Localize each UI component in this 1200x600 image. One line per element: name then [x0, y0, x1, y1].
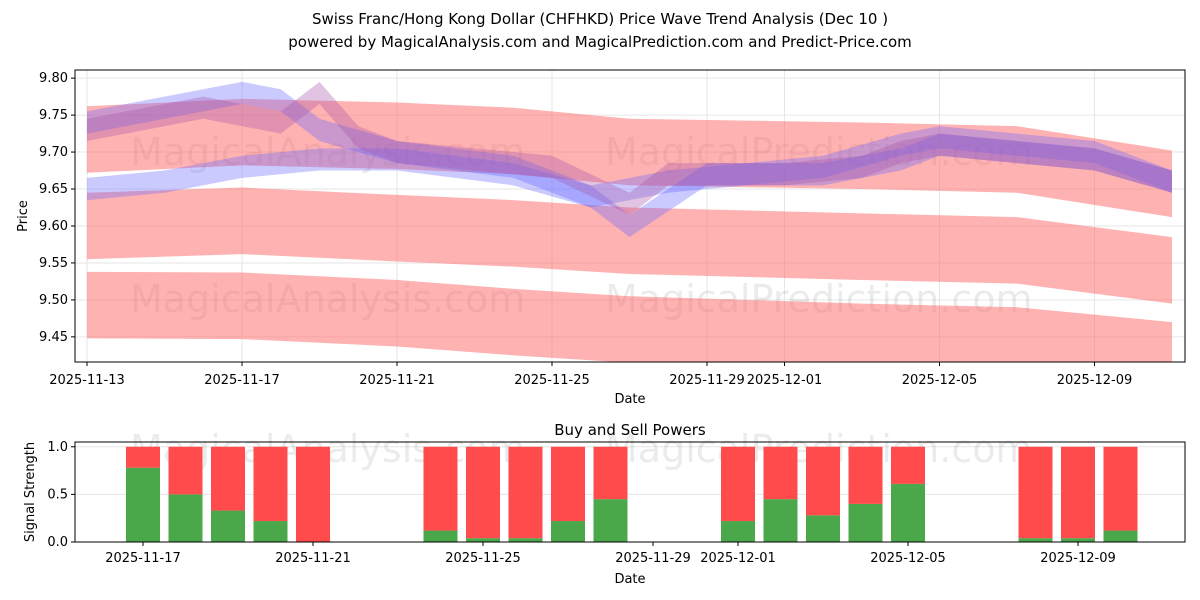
buy-bar — [1018, 538, 1053, 542]
y-tick-label: 9.80 — [39, 71, 68, 86]
x-tick-label: 2025-11-21 — [359, 373, 435, 388]
buy-bar — [763, 499, 798, 542]
signal-chart: 0.0 0.5 1.0 2025-11-17 2025-11-21 2025-11-25 2… — [23, 421, 1186, 587]
x-tick-label: 2025-11-25 — [514, 373, 590, 388]
buy-bar — [1103, 530, 1138, 542]
sell-bar — [168, 446, 203, 495]
x-tick-label: 2025-12-05 — [870, 551, 946, 566]
x-tick-label: 2025-11-17 — [105, 551, 181, 566]
buy-bar — [466, 538, 500, 542]
buy-bar — [721, 521, 755, 542]
buy-bar — [806, 515, 840, 542]
purple-wave — [87, 81, 1172, 215]
sell-bar — [423, 446, 458, 531]
x-axis-label: Date — [614, 392, 645, 407]
y-tick-label: 0.5 — [47, 487, 68, 502]
y-axis-label: Signal Strength — [23, 442, 38, 542]
y-tick-label: 1.0 — [47, 440, 68, 455]
x-tick-label: 2025-11-17 — [204, 373, 280, 388]
x-tick-label: 2025-11-29 — [615, 551, 691, 566]
x-tick-label: 2025-11-25 — [445, 551, 521, 566]
y-tick-label: 9.50 — [39, 293, 68, 308]
buy-bar — [508, 538, 543, 542]
y-tick-label: 9.55 — [39, 256, 68, 271]
x-tick-label: 2025-11-29 — [669, 373, 745, 388]
blue-wave-1 — [87, 81, 1172, 208]
sell-bar — [1061, 446, 1095, 539]
buy-bar — [848, 503, 883, 542]
buy-bar — [211, 510, 245, 542]
sell-bar — [891, 446, 925, 484]
sell-bar — [763, 446, 798, 500]
sell-bar — [848, 446, 883, 504]
red-band-1 — [87, 98, 1172, 218]
x-tick-label: 2025-12-05 — [902, 373, 978, 388]
sell-bar — [126, 446, 160, 468]
sell-bar — [466, 446, 500, 539]
price-chart: 9.45 9.50 9.55 9.60 9.65 9.70 9.75 9.80 2025-11-… — [16, 69, 1186, 407]
sell-bar — [1103, 446, 1138, 531]
chart-title: Swiss Franc/Hong Kong Dollar (CHFHKD) Pr… — [312, 10, 888, 28]
sell-bar — [551, 446, 585, 522]
buy-bar — [168, 494, 203, 542]
x-axis-label: Date — [614, 572, 645, 587]
sell-bar — [253, 446, 288, 522]
sell-bar — [211, 446, 245, 511]
buy-bar — [423, 530, 458, 542]
chart-subtitle: powered by MagicalAnalysis.com and Magic… — [288, 33, 912, 51]
blue-wave-2 — [87, 133, 1172, 238]
sell-bar — [806, 446, 840, 516]
bottom-chart-title: Buy and Sell Powers — [554, 421, 706, 439]
sell-bar — [296, 446, 330, 542]
sell-bar — [1018, 446, 1053, 539]
red-band-2 — [87, 187, 1172, 304]
buy-bar — [593, 499, 628, 542]
sell-bar — [593, 446, 628, 500]
y-tick-label: 9.75 — [39, 108, 68, 123]
y-tick-label: 9.70 — [39, 145, 68, 160]
x-tick-label: 2025-12-01 — [700, 551, 776, 566]
red-band-3 — [87, 271, 1172, 362]
sell-bar — [721, 446, 755, 522]
buy-bar — [253, 521, 288, 542]
x-tick-label: 2025-12-09 — [1040, 551, 1116, 566]
y-tick-label: 9.65 — [39, 182, 68, 197]
x-tick-label: 2025-11-13 — [49, 373, 125, 388]
y-axis-label: Price — [16, 200, 31, 232]
plot-frame — [74, 69, 1186, 363]
y-tick-label: 9.45 — [39, 330, 68, 345]
plot-frame — [74, 441, 1186, 543]
buy-bar — [891, 483, 925, 542]
y-tick-label: 0.0 — [47, 535, 68, 550]
buy-bar — [551, 521, 585, 542]
buy-bar — [1061, 538, 1095, 542]
x-tick-label: 2025-12-09 — [1057, 373, 1133, 388]
x-tick-label: 2025-12-01 — [747, 373, 823, 388]
y-tick-label: 9.60 — [39, 219, 68, 234]
buy-bar — [126, 467, 160, 542]
sell-bar — [508, 446, 543, 539]
x-tick-label: 2025-11-21 — [275, 551, 351, 566]
bands — [87, 81, 1172, 362]
